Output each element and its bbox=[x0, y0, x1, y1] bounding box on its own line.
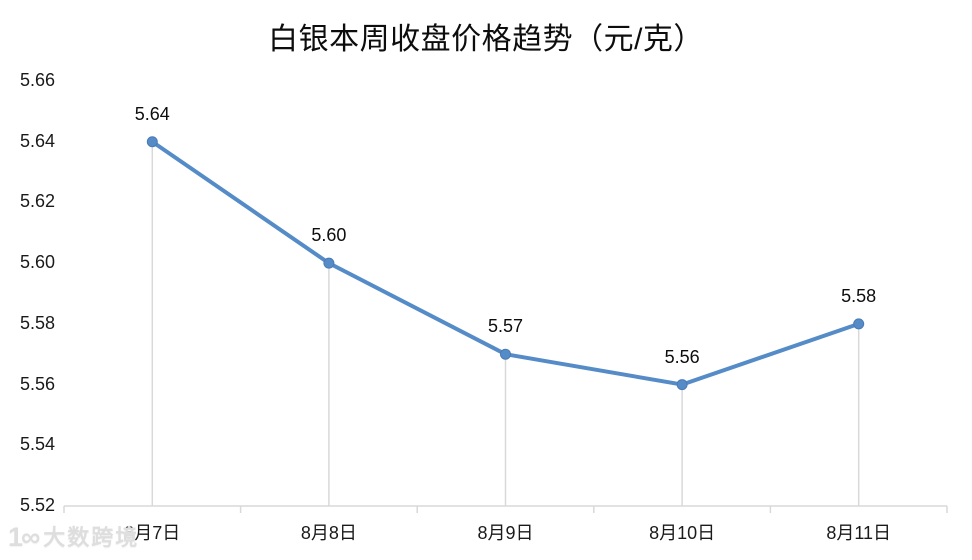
y-tick-label: 5.58 bbox=[19, 312, 55, 333]
watermark: 1∞ 大数跨境 bbox=[8, 524, 139, 551]
y-tick-label: 5.52 bbox=[19, 495, 55, 515]
chart-title: 白银本周收盘价格趋势（元/克） bbox=[268, 23, 704, 56]
data-point-marker bbox=[676, 379, 688, 391]
trend-line bbox=[150, 139, 861, 387]
y-tick-label: 5.64 bbox=[19, 130, 55, 151]
data-point-label: 5.60 bbox=[311, 225, 347, 246]
data-point-marker bbox=[323, 257, 335, 269]
data-point-marker bbox=[146, 136, 158, 148]
x-tick-label: 8月7日 bbox=[124, 523, 181, 543]
data-point-label: 5.56 bbox=[664, 346, 700, 367]
data-point-marker bbox=[500, 348, 511, 360]
data-point-label: 5.64 bbox=[134, 103, 170, 124]
y-tick-label: 5.62 bbox=[19, 191, 55, 212]
y-tick-label: 5.54 bbox=[19, 434, 55, 455]
y-tick-label: 5.66 bbox=[19, 70, 55, 90]
data-point-label: 5.57 bbox=[487, 316, 524, 337]
y-tick-label: 5.60 bbox=[19, 252, 55, 273]
x-tick-label: 8月8日 bbox=[300, 523, 357, 543]
data-point-label: 5.58 bbox=[841, 285, 877, 306]
data-point-marker bbox=[853, 318, 865, 330]
watermark-logo-icon: 1∞ bbox=[8, 522, 40, 552]
watermark-text: 大数跨境 bbox=[43, 524, 140, 550]
x-tick-label: 8月10日 bbox=[649, 523, 716, 543]
x-tick-label: 8月9日 bbox=[477, 523, 534, 543]
y-tick-label: 5.56 bbox=[19, 373, 55, 394]
x-tick-label: 8月11日 bbox=[826, 523, 892, 543]
